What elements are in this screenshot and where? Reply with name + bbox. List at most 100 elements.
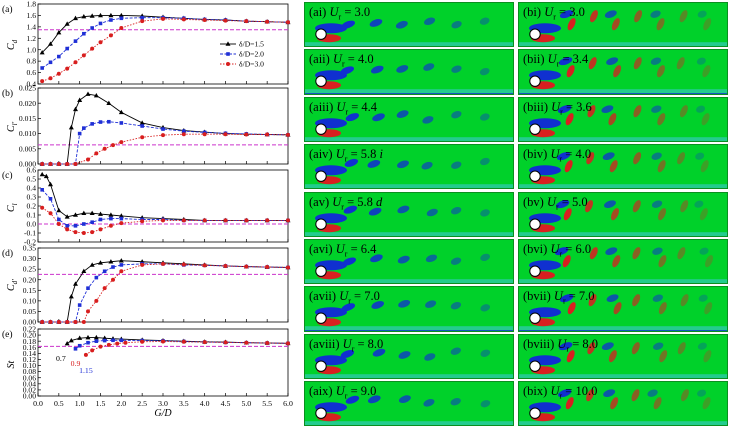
data-point-circle [90,46,95,51]
data-point-square [161,127,165,131]
negative-vortex [695,152,705,160]
series-line-0 [41,174,288,221]
negative-vortex [372,348,386,357]
negative-vortex [651,105,662,113]
data-point-circle [286,265,290,270]
negative-vortex [557,104,572,113]
data-point-triangle [48,41,53,46]
y-tick-label: 0.22 [23,325,36,334]
negative-vortex [558,57,573,66]
data-point-square [73,224,78,228]
data-point-square [77,343,82,348]
data-point-square [77,303,82,307]
data-point-square [94,339,99,343]
data-point-circle [98,227,103,232]
data-point-triangle [118,213,124,218]
vorticity-panel-a6: (avi) Ur = 6.4 [304,239,514,285]
vorticity-panel-b7: (bvii) Ur = 7.0 [518,286,728,332]
negative-vortex [647,389,658,398]
data-point-circle [65,66,70,71]
wall-shear-layer [519,184,727,189]
data-point-square [57,217,61,222]
data-point-circle [73,162,78,166]
reduced-velocity-subscript: r [566,344,570,354]
y-axis-label: St [6,361,17,369]
reduced-velocity-value: = 3.6 [562,99,592,114]
vorticity-contour [519,57,727,94]
wall-boundary-layer [305,425,514,426]
positive-vortex [631,389,640,402]
panel-id: (aix) [309,384,336,399]
negative-vortex [604,199,616,208]
reduced-velocity-subscript: r [351,344,355,354]
reduced-velocity-symbol: U [546,194,556,209]
data-point-square [111,338,115,343]
x-tick-label: 2.5 [137,399,147,408]
negative-vortex [450,206,462,214]
negative-vortex [425,300,437,309]
panel-id: (biv) [523,147,551,162]
positive-vortex [565,112,574,126]
positive-vortex [634,10,643,23]
vorticity-field-grid: (ai) Ur = 3.0 (aii) Ur = 4.0 (aiii) Ur = 4… [300,0,740,429]
reduced-velocity-value: = 4.0 [344,52,374,67]
data-point-circle [161,133,165,138]
positive-vortex [588,294,597,307]
positive-vortex [702,397,711,410]
wall-shear-layer [519,373,727,378]
vorticity-panel-label: (aix) Ur = 9.0 [309,384,376,401]
data-point-triangle [64,214,70,219]
reduced-velocity-value: = 4.0 [562,147,592,162]
coefficient-charts-svg: 0.40.60.81.01.21.41.61.8(a)Cd δ/D=1.5δ/D=… [2,0,293,419]
negative-vortex [601,105,614,113]
y-tick-label: 0.35 [23,244,36,253]
positive-vortex [610,397,619,410]
data-point-triangle [118,12,124,18]
y-tick-label: 0.25 [23,265,36,274]
vorticity-panel-a2: (aii) Ur = 4.0 [304,49,514,95]
negative-vortex [397,160,409,169]
positive-vortex [587,341,596,355]
data-point-circle [94,151,99,156]
negative-vortex [480,400,491,408]
vorticity-panel-label: (bi) Ur = 3.0 [523,5,585,22]
y-tick-label: 0.14 [23,349,36,358]
data-point-square [90,122,94,126]
data-point-triangle [89,262,95,267]
positive-vortex [677,341,686,355]
y-tick-label: 0.00 [23,318,36,327]
positive-vortex [658,302,667,315]
series-line-2 [42,133,289,165]
y-tick-label: 0.4 [27,80,37,89]
data-point-circle [244,218,249,223]
reduced-velocity-symbol: U [339,289,349,304]
cylinder [315,265,327,277]
cylinder [529,28,541,40]
reduced-velocity-symbol: U [335,242,345,256]
panel-id: (bv) [523,194,547,209]
wall-boundary-layer [305,331,514,332]
data-point-circle [202,132,207,137]
y-axis-label-subscript: l [11,203,19,205]
panel-letter: (e) [2,329,13,340]
data-point-triangle [89,13,95,18]
y-tick-label: 1.8 [27,0,37,9]
reduced-velocity-symbol: U [329,5,339,19]
negative-vortex [652,247,663,255]
data-point-circle [202,340,207,345]
x-tick-label: 3.0 [158,399,168,408]
data-point-circle [223,218,228,223]
data-point-square [48,197,53,201]
reduced-velocity-subscript: r [553,12,556,22]
data-point-circle [140,19,145,24]
panel-letter: (c) [2,170,13,181]
data-point-circle [115,341,120,346]
series-line-2 [42,18,289,82]
negative-vortex [450,347,462,355]
reduced-velocity-subscript: r [338,12,342,22]
data-point-square [48,60,53,65]
data-point-circle [81,320,86,324]
data-point-circle [265,132,270,137]
data-point-triangle [139,120,145,125]
data-point-square [119,121,124,125]
